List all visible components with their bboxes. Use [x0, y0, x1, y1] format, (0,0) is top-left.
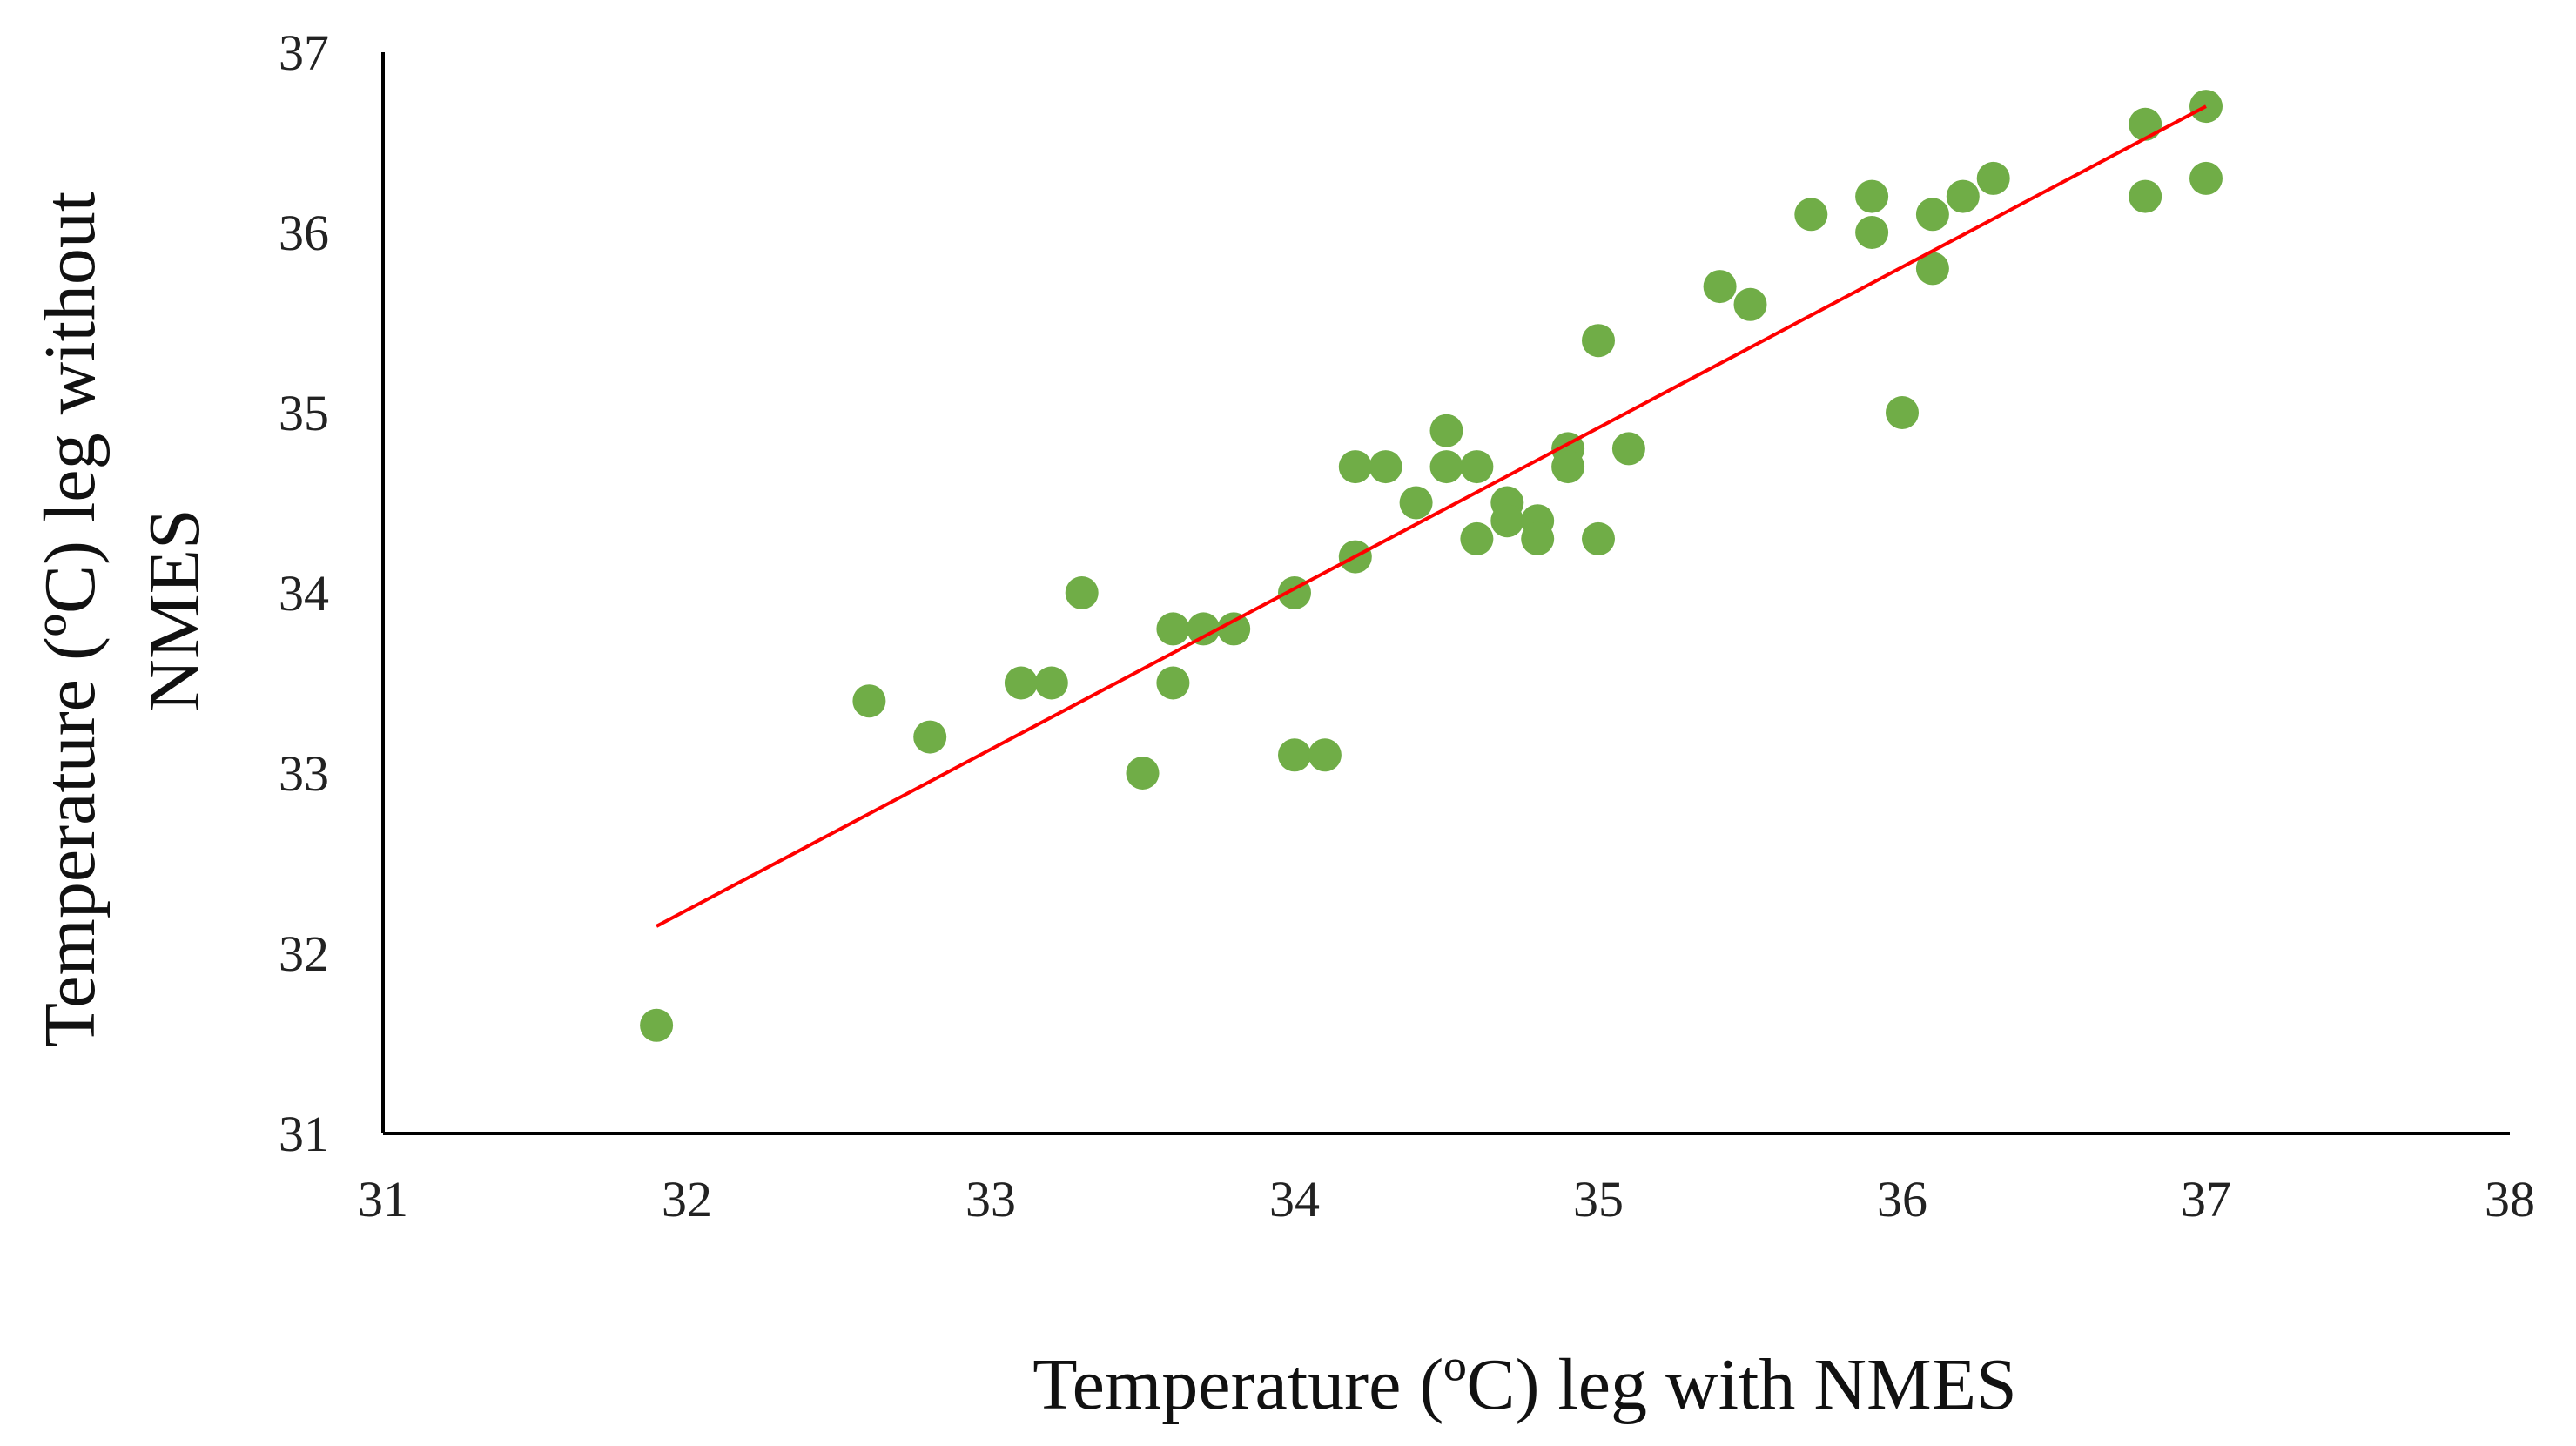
data-point — [1855, 216, 1889, 249]
data-point — [1399, 486, 1433, 520]
y-axis-title: Temperature (ºC) leg without NMES — [30, 173, 215, 1048]
data-point — [1582, 324, 1615, 358]
x-tick-label: 36 — [1877, 1171, 1927, 1227]
data-point — [1217, 612, 1251, 646]
data-point — [1369, 450, 1402, 484]
data-point — [1429, 414, 1463, 447]
y-axis-title-line-1: Temperature (ºC) leg without — [30, 192, 111, 1048]
data-point — [640, 1008, 674, 1042]
x-tick-label: 38 — [2485, 1171, 2535, 1227]
y-axis-tick-labels: 31 32 33 34 35 36 37 — [279, 24, 329, 1162]
data-point — [1065, 576, 1099, 609]
data-point — [1946, 179, 1980, 213]
y-tick-label: 31 — [279, 1106, 329, 1162]
y-tick-label: 32 — [279, 925, 329, 982]
data-point — [1855, 179, 1889, 213]
data-point — [1976, 161, 2010, 195]
y-tick-label: 36 — [279, 205, 329, 261]
x-tick-label: 35 — [1573, 1171, 1624, 1227]
y-tick-label: 35 — [279, 385, 329, 441]
data-point — [1915, 198, 1949, 232]
data-point — [1278, 738, 1311, 772]
data-point — [1733, 287, 1767, 321]
data-point — [1429, 450, 1463, 484]
data-point — [1308, 738, 1342, 772]
data-point — [852, 684, 886, 718]
data-point — [2189, 161, 2223, 195]
data-point — [1551, 450, 1585, 484]
data-point — [1703, 270, 1737, 304]
data-point — [1034, 666, 1068, 700]
data-point — [1187, 612, 1221, 646]
x-tick-label: 37 — [2181, 1171, 2231, 1227]
y-axis-title-line-2: NMES — [134, 508, 215, 711]
data-point — [913, 720, 947, 754]
data-point — [1521, 521, 1555, 555]
data-point — [1126, 757, 1160, 790]
data-point — [1156, 612, 1190, 646]
x-tick-label: 32 — [662, 1171, 712, 1227]
data-point — [1582, 521, 1615, 555]
y-tick-label: 33 — [279, 745, 329, 802]
trendline — [656, 104, 2207, 928]
x-tick-label: 31 — [358, 1171, 408, 1227]
x-tick-label: 33 — [965, 1171, 1016, 1227]
data-point — [1338, 450, 1372, 484]
y-tick-label: 37 — [279, 24, 329, 81]
data-point — [1490, 504, 1524, 538]
data-point — [1794, 198, 1828, 232]
data-point — [1460, 521, 1494, 555]
x-axis-tick-labels: 31 32 33 34 35 36 37 38 — [358, 1171, 2535, 1227]
data-point — [2129, 107, 2162, 141]
x-axis-title: Temperature (ºC) leg with NMES — [1032, 1344, 2017, 1425]
data-point — [1156, 666, 1190, 700]
data-point — [1886, 396, 1919, 429]
data-point — [1460, 450, 1494, 484]
y-tick-label: 34 — [279, 565, 329, 622]
data-point — [2129, 179, 2162, 213]
data-point — [1611, 432, 1645, 466]
data-points — [640, 90, 2223, 1042]
data-point — [1915, 252, 1949, 286]
data-point — [1004, 666, 1038, 700]
x-tick-label: 34 — [1269, 1171, 1320, 1227]
